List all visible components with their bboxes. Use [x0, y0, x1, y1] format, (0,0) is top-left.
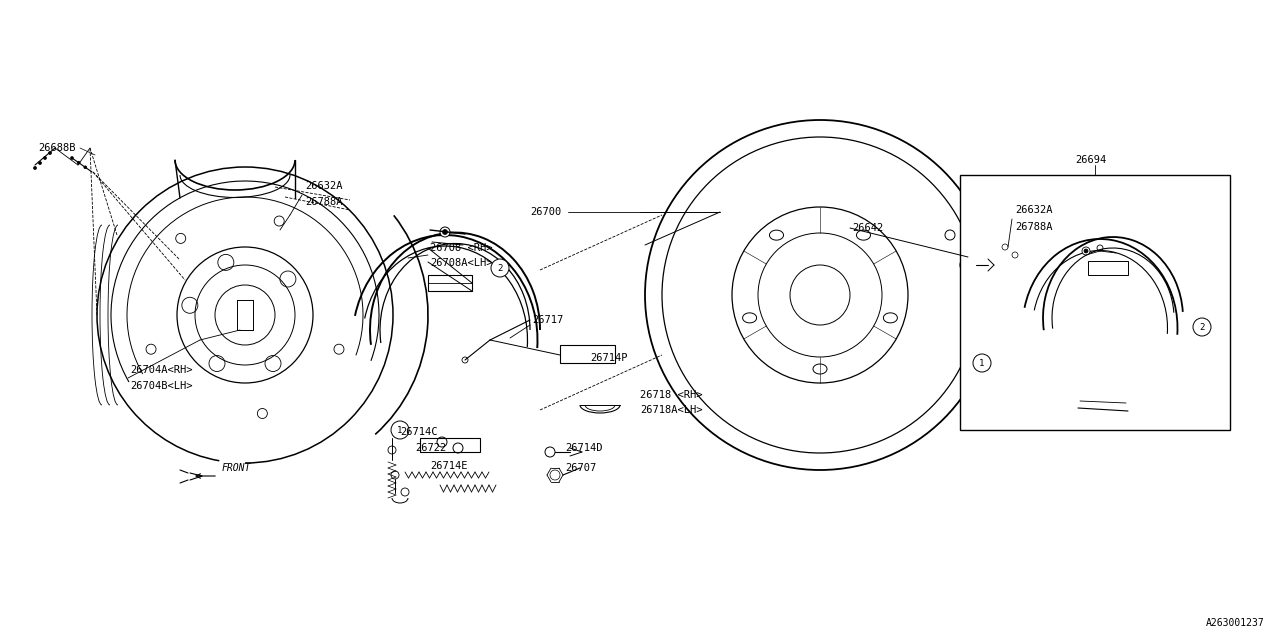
FancyBboxPatch shape: [1088, 261, 1128, 275]
Circle shape: [49, 152, 51, 154]
Text: 26632A: 26632A: [1015, 205, 1052, 215]
FancyBboxPatch shape: [420, 438, 480, 452]
Text: 26708A<LH>: 26708A<LH>: [430, 258, 493, 268]
Circle shape: [44, 157, 46, 159]
Circle shape: [77, 161, 81, 164]
Text: 26707: 26707: [564, 463, 596, 473]
Circle shape: [83, 166, 87, 169]
Text: 2: 2: [498, 264, 503, 273]
Text: 26714C: 26714C: [401, 427, 438, 437]
Text: 26700: 26700: [530, 207, 561, 217]
FancyBboxPatch shape: [428, 275, 472, 291]
Text: 26632A: 26632A: [305, 181, 343, 191]
Text: 26722: 26722: [415, 443, 447, 453]
Text: 26714D: 26714D: [564, 443, 603, 453]
Circle shape: [33, 166, 37, 170]
FancyBboxPatch shape: [561, 345, 614, 363]
Text: 26688B: 26688B: [38, 143, 76, 153]
Text: 26704B<LH>: 26704B<LH>: [131, 381, 192, 391]
FancyBboxPatch shape: [960, 175, 1230, 430]
Circle shape: [38, 161, 41, 164]
Text: 26708 <RH>: 26708 <RH>: [430, 243, 493, 253]
Circle shape: [390, 421, 410, 439]
Text: 26694: 26694: [1075, 155, 1106, 165]
Text: 2: 2: [1199, 323, 1204, 332]
Text: 26704A<RH>: 26704A<RH>: [131, 365, 192, 375]
Text: 1: 1: [979, 358, 984, 367]
Text: 26718A<LH>: 26718A<LH>: [640, 405, 703, 415]
Text: FRONT: FRONT: [221, 463, 251, 473]
Text: 26788A: 26788A: [1015, 222, 1052, 232]
Text: 26642: 26642: [852, 223, 883, 233]
Circle shape: [443, 230, 448, 234]
Circle shape: [462, 357, 468, 363]
Circle shape: [1193, 318, 1211, 336]
Circle shape: [1084, 249, 1088, 253]
Circle shape: [70, 157, 73, 159]
Text: 1: 1: [397, 426, 403, 435]
Text: A263001237: A263001237: [1206, 618, 1265, 628]
Circle shape: [390, 471, 399, 479]
Circle shape: [1082, 247, 1091, 255]
Circle shape: [973, 354, 991, 372]
Circle shape: [440, 227, 451, 237]
Text: 26788A: 26788A: [305, 197, 343, 207]
Text: 26714P: 26714P: [590, 353, 627, 363]
Text: 26714E: 26714E: [430, 461, 467, 471]
Circle shape: [492, 259, 509, 277]
Text: 26718 <RH>: 26718 <RH>: [640, 390, 703, 400]
Text: 26717: 26717: [532, 315, 563, 325]
